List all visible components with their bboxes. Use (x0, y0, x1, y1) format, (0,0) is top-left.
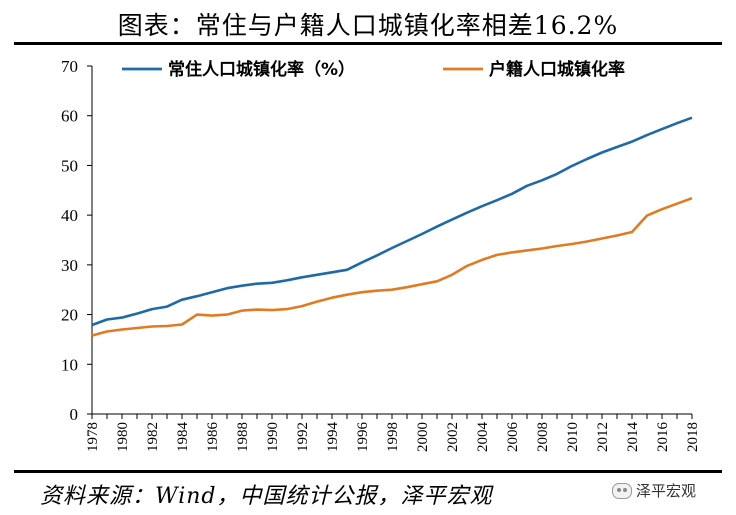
x-tick-label: 1988 (235, 422, 251, 452)
legend-label-1: 常住人口城镇化率（%） (168, 59, 355, 80)
watermark-label: 泽平宏观 (636, 482, 697, 500)
x-tick-label: 1998 (385, 422, 401, 452)
x-tick-label: 2004 (475, 422, 491, 453)
y-tick-label: 50 (61, 156, 78, 175)
line-chart: 0 10 20 30 40 50 60 70 1978 1980 1982 1984 1986 1988… (61, 57, 701, 453)
y-tick-label: 20 (61, 306, 78, 325)
wechat-icon (612, 482, 632, 499)
chart-title: 图表：常住与户籍人口城镇化率相差16.2% (117, 11, 619, 40)
footer-rule (14, 470, 722, 473)
x-tick-label: 2008 (535, 422, 551, 452)
x-tick-label: 1990 (265, 422, 281, 452)
x-tick-labels: 1978 1980 1982 1984 1986 1988 1990 1992 1994 1996… (85, 422, 701, 453)
x-tick-label: 1982 (145, 422, 161, 452)
y-tick-label: 30 (61, 256, 78, 275)
x-tick-label: 2014 (625, 422, 641, 453)
x-tick-label: 2000 (415, 422, 431, 452)
x-tick-label: 2006 (505, 422, 521, 453)
x-tick-label: 1986 (205, 422, 221, 453)
series-lines (91, 116, 693, 337)
watermark: 泽平宏观 (612, 480, 696, 501)
x-tick-label: 2012 (595, 422, 611, 452)
legend-label-2: 户籍人口城镇化率 (489, 59, 625, 80)
x-tick-label: 1984 (175, 422, 191, 453)
y-tick-label: 40 (61, 206, 78, 225)
y-tick-labels: 0 10 20 30 40 50 60 70 (61, 57, 78, 424)
x-tick-label: 2010 (565, 422, 581, 452)
title-rule (14, 42, 722, 45)
y-tick-label: 10 (61, 355, 78, 374)
legend: 常住人口城镇化率（%） 户籍人口城镇化率 (122, 59, 625, 80)
y-tick-label: 70 (61, 57, 78, 76)
x-tick-label: 2016 (655, 422, 671, 453)
x-tick-label: 1994 (325, 422, 341, 453)
y-tick-label: 0 (70, 405, 79, 424)
x-tick-label: 1992 (295, 422, 311, 452)
x-tick-label: 1980 (115, 422, 131, 452)
source-note: 资料来源：Wind，中国统计公报，泽平宏观 (40, 484, 493, 509)
x-tick-label: 2002 (445, 422, 461, 452)
chart-axes (87, 65, 693, 419)
series-line-2 (91, 196, 693, 337)
series-line-1 (91, 116, 693, 327)
x-tick-label: 2018 (685, 422, 701, 452)
x-tick-label: 1978 (85, 422, 101, 452)
x-tick-label: 1996 (355, 422, 371, 453)
y-tick-label: 60 (61, 107, 78, 126)
